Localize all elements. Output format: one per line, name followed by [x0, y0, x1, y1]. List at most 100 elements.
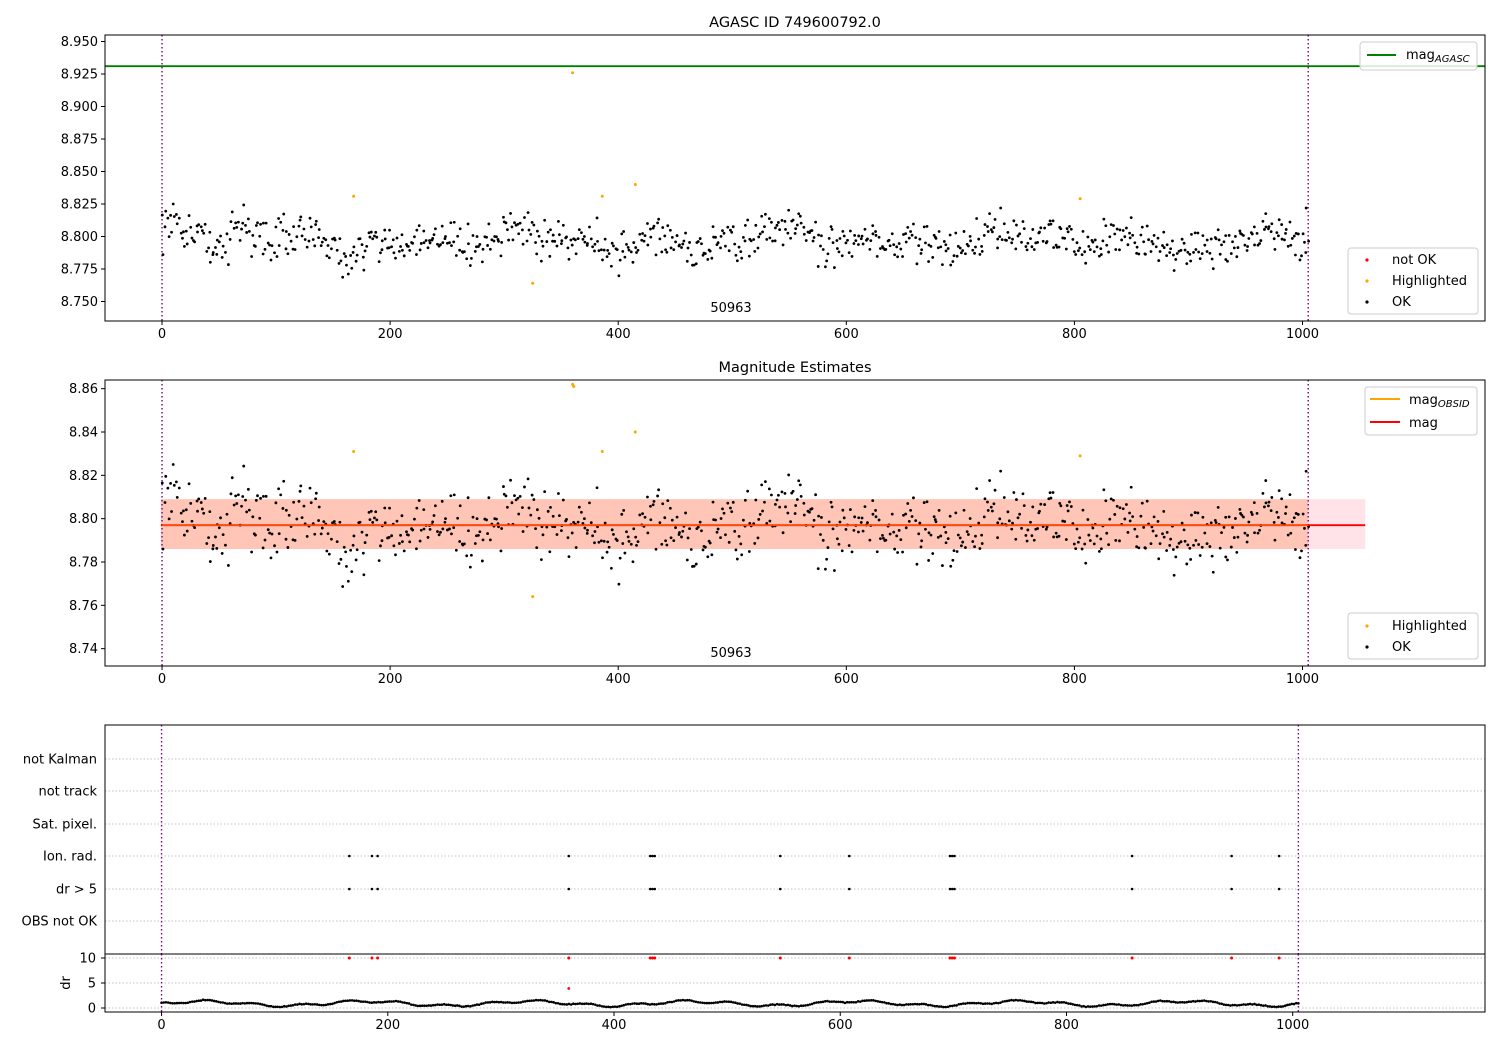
dr-clipped-point — [370, 956, 374, 960]
ok-point — [901, 550, 904, 554]
ok-point — [1224, 555, 1228, 559]
ok-point — [215, 238, 219, 242]
ok-point — [295, 235, 299, 239]
ok-point — [986, 225, 989, 228]
ok-point — [1149, 542, 1153, 546]
ok-point — [361, 551, 365, 555]
ok-point — [1091, 240, 1095, 244]
dr-point — [819, 1000, 823, 1004]
dr-point — [475, 1003, 479, 1006]
ok-point — [205, 542, 209, 545]
ok-point — [915, 262, 919, 266]
ok-point — [1102, 488, 1106, 492]
ok-point — [337, 262, 341, 265]
ok-point — [332, 520, 336, 523]
ok-point — [549, 228, 552, 232]
dr-point — [188, 1000, 192, 1004]
dr-point — [576, 1002, 580, 1006]
dr-point — [1121, 1004, 1125, 1007]
ok-point — [942, 525, 946, 529]
dr-point — [1091, 1005, 1094, 1008]
ok-point — [651, 503, 655, 507]
ok-point — [787, 473, 791, 477]
ok-point — [609, 264, 613, 268]
ok-point — [899, 247, 903, 251]
x-tick-label: 400 — [606, 672, 631, 687]
ok-point — [182, 230, 185, 234]
ok-point — [458, 227, 462, 231]
ok-point — [574, 546, 578, 549]
ok-point — [1157, 557, 1161, 561]
ok-point — [1304, 251, 1308, 254]
dr-point — [556, 1001, 560, 1005]
ok-point — [1131, 515, 1135, 519]
dr-y-tick-label: 0 — [88, 1002, 96, 1017]
flag-point — [348, 854, 351, 858]
ok-point — [1162, 246, 1166, 249]
ok-point — [1074, 547, 1078, 551]
dr-point — [1178, 1001, 1182, 1004]
ok-point — [193, 240, 196, 244]
ok-point — [1229, 252, 1233, 255]
ok-point — [904, 526, 908, 530]
ok-point — [931, 256, 935, 259]
ok-point — [189, 225, 193, 229]
ok-point — [354, 259, 358, 263]
ok-point — [450, 532, 453, 536]
dr-point — [810, 1002, 814, 1006]
dr-point — [1262, 1004, 1265, 1007]
ok-point — [262, 494, 265, 498]
ok-point — [1250, 513, 1254, 516]
ok-point — [261, 252, 265, 256]
legend-ok: OK — [1392, 295, 1411, 310]
dr-point — [878, 1000, 882, 1004]
dr-point — [701, 1001, 704, 1005]
ok-point — [172, 483, 176, 487]
ok-point — [824, 567, 827, 571]
ok-point — [825, 259, 829, 263]
dr-point — [1205, 999, 1208, 1003]
ok-point — [273, 544, 276, 548]
dr-point — [245, 1001, 249, 1005]
ok-point — [863, 505, 867, 508]
dr-clipped-point — [653, 956, 657, 960]
dr-point — [902, 1003, 906, 1007]
highlighted-point — [600, 450, 604, 453]
ok-point — [646, 531, 650, 535]
ok-point — [812, 518, 816, 522]
ok-point — [383, 506, 387, 510]
ok-point — [1250, 232, 1254, 236]
ok-point — [225, 232, 229, 236]
ok-point — [439, 243, 442, 247]
ok-point — [904, 240, 908, 244]
ok-point — [303, 238, 307, 241]
dr-point — [449, 1003, 452, 1007]
ok-point — [906, 502, 910, 505]
ok-point — [1216, 505, 1220, 509]
dr-point — [615, 1005, 619, 1009]
dr-point — [777, 1003, 781, 1006]
ok-point — [232, 503, 236, 507]
ok-point — [1125, 226, 1128, 230]
ok-point — [577, 228, 581, 232]
ok-point — [703, 252, 707, 256]
dr-point — [600, 1004, 604, 1008]
dr-point — [228, 1002, 231, 1005]
ok-point — [993, 488, 997, 492]
ok-point — [269, 258, 273, 262]
dr-point — [657, 1002, 661, 1006]
ok-point — [1157, 259, 1161, 262]
ok-point — [593, 242, 597, 246]
ok-point — [311, 238, 315, 241]
ok-point — [174, 213, 178, 216]
dr-point — [1187, 1000, 1191, 1004]
legend-mag-agasc: mag — [1406, 48, 1435, 63]
dr-point — [252, 1001, 255, 1005]
ok-point — [526, 211, 530, 215]
dr-point — [464, 1004, 468, 1008]
dr-point — [1207, 1000, 1210, 1003]
dr-point — [1218, 1002, 1221, 1005]
ok-point — [603, 521, 607, 525]
dr-point — [635, 1002, 639, 1005]
